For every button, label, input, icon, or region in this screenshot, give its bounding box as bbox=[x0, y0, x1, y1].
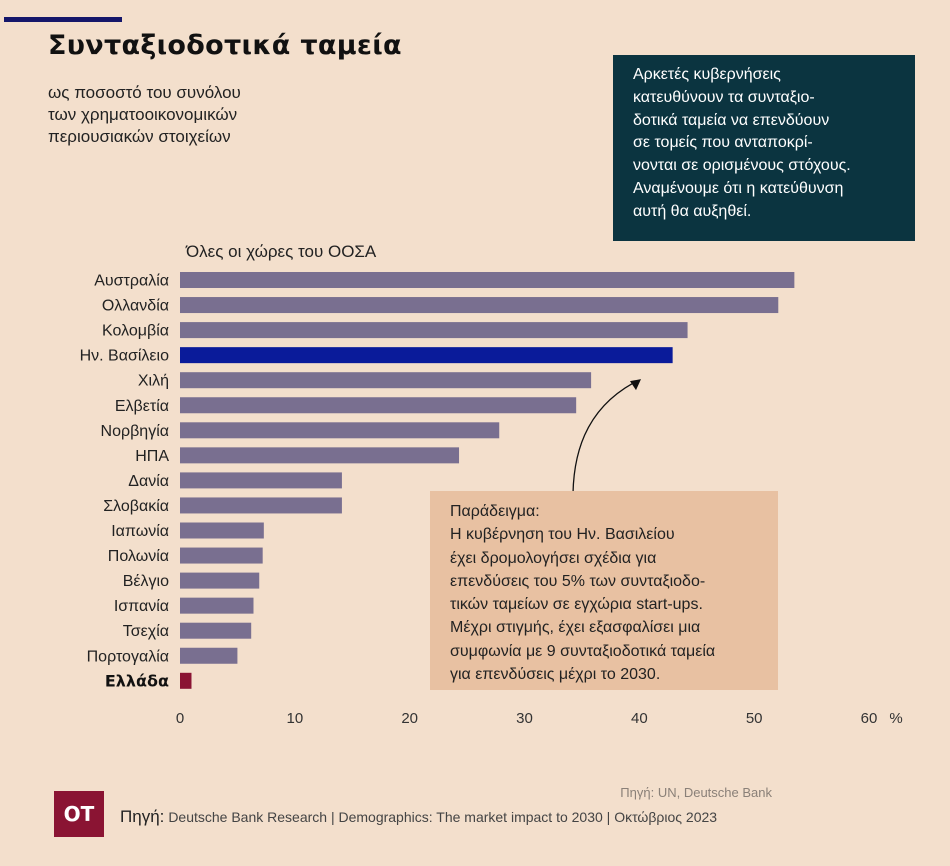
source-text: Deutsche Bank Research | Demographics: T… bbox=[168, 809, 718, 825]
category-label: Ελβετία bbox=[115, 398, 169, 415]
category-label: Ιαπωνία bbox=[111, 523, 169, 540]
subtitle-line: περιουσιακών στοιχείων bbox=[48, 127, 231, 146]
bar-7 bbox=[180, 422, 500, 439]
category-label: ΗΠΑ bbox=[135, 448, 169, 465]
subtitle-line: ως ποσοστό του συνόλου bbox=[48, 83, 241, 102]
x-tick-label: 10 bbox=[286, 710, 303, 727]
category-label: Ην. Βασίλειο bbox=[80, 348, 169, 365]
info-line: κατευθύνουν τα συνταξιο- bbox=[633, 88, 815, 106]
category-label: Βέλγιο bbox=[123, 573, 169, 590]
category-label: Χιλή bbox=[138, 373, 169, 390]
info-line: Αναμένουμε ότι η κατεύθυνση bbox=[633, 179, 844, 197]
bar-15 bbox=[180, 622, 252, 639]
info-line: σε τομείς που ανταποκρί- bbox=[633, 134, 813, 152]
chart-title: Συνταξιοδοτικά ταμεία bbox=[48, 30, 402, 61]
source-note: Πηγή: UN, Deutsche Bank bbox=[620, 785, 772, 800]
category-label: Ελλάδα bbox=[105, 671, 169, 690]
bar-4 bbox=[180, 347, 673, 364]
x-tick-label: 60 bbox=[861, 710, 878, 727]
example-line: Παράδειγμα: bbox=[450, 503, 540, 520]
category-label: Σλοβακία bbox=[103, 498, 169, 515]
info-line: δοτικά ταμεία να επενδύουν bbox=[633, 111, 830, 129]
x-tick-label: 40 bbox=[631, 710, 648, 727]
bar-12 bbox=[180, 547, 263, 564]
bar-2 bbox=[180, 297, 779, 314]
group-label: Όλες οι χώρες του ΟΟΣΑ bbox=[186, 242, 377, 261]
bar-3 bbox=[180, 322, 688, 339]
chart-subtitle: ως ποσοστό του συνόλου των χρηματοοικονο… bbox=[48, 82, 241, 148]
bar-9 bbox=[180, 472, 342, 489]
bar-17 bbox=[180, 672, 192, 689]
bar-1 bbox=[180, 272, 795, 288]
info-line: Αρκετές κυβερνήσεις bbox=[633, 66, 781, 83]
x-tick-label: 30 bbox=[516, 710, 533, 727]
example-line: για επενδύσεις μέχρι το 2030. bbox=[450, 666, 661, 684]
x-tick-label: 0 bbox=[176, 710, 184, 727]
bar-10 bbox=[180, 497, 342, 514]
bar-8 bbox=[180, 447, 460, 464]
category-label: Ισπανία bbox=[114, 598, 169, 615]
subtitle-line: των χρηματοοικονομικών bbox=[48, 105, 238, 124]
category-label: Δανία bbox=[128, 473, 169, 490]
category-label: Πορτογαλία bbox=[87, 648, 169, 665]
bar-5 bbox=[180, 372, 592, 389]
category-label: Νορβηγία bbox=[101, 423, 169, 440]
example-box: Παράδειγμα: Η κυβέρνηση του Ην. Βασιλείο… bbox=[430, 491, 778, 690]
example-line: τικών ταμείων σε εγχώρια start-ups. bbox=[450, 596, 703, 614]
example-line: Μέχρι στιγμής, έχει εξασφαλίσει μια bbox=[450, 619, 701, 637]
source-line: Πηγή: Deutsche Bank Research | Demograph… bbox=[120, 807, 717, 827]
bar-6 bbox=[180, 397, 577, 414]
bar-16 bbox=[180, 647, 238, 664]
arrowhead-icon bbox=[630, 379, 641, 391]
bar-13 bbox=[180, 572, 260, 589]
category-label: Τσεχία bbox=[123, 623, 169, 640]
x-tick-label: 50 bbox=[746, 710, 763, 727]
accent-line bbox=[4, 17, 122, 22]
category-label: Πολωνία bbox=[108, 548, 169, 565]
info-box: Αρκετές κυβερνήσεις κατευθύνουν τα συντα… bbox=[613, 55, 915, 241]
bar-14 bbox=[180, 597, 254, 614]
example-line: επενδύσεις του 5% των συνταξιοδο- bbox=[450, 572, 706, 590]
category-label: Ολλανδία bbox=[102, 298, 169, 315]
info-line: νονται σε ορισμένους στόχους. bbox=[633, 157, 851, 175]
x-tick-label: 20 bbox=[401, 710, 418, 727]
annotation-arrow-line bbox=[572, 382, 634, 504]
source-label: Πηγή: bbox=[120, 807, 165, 826]
bar-11 bbox=[180, 522, 264, 539]
category-label: Αυστραλία bbox=[94, 273, 169, 290]
example-line: έχει δρομολογήσει σχέδια για bbox=[450, 549, 657, 567]
logo: ΟΤ bbox=[54, 791, 104, 837]
info-line: αυτή θα αυξηθεί. bbox=[633, 202, 752, 220]
x-unit-label: % bbox=[889, 710, 902, 727]
example-line: συμφωνία με 9 συνταξιοδοτικά ταμεία bbox=[450, 642, 716, 660]
example-line: Η κυβέρνηση του Ην. Βασιλείου bbox=[450, 526, 675, 544]
category-label: Κολομβία bbox=[102, 323, 169, 340]
